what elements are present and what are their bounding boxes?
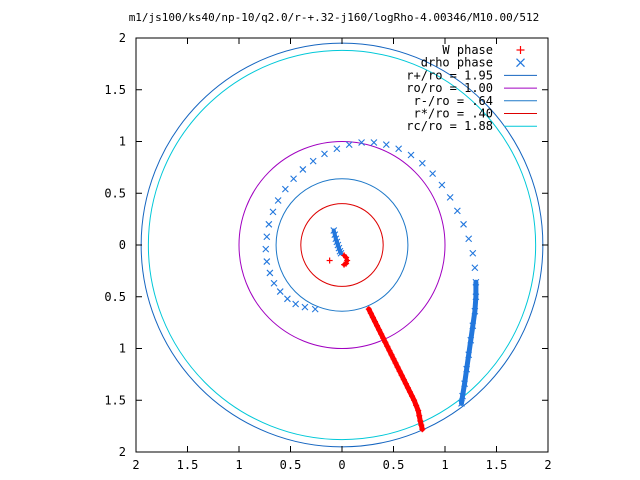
drho-phase-point bbox=[301, 303, 309, 311]
x-tick-label: 1 bbox=[441, 458, 448, 472]
y-tick-label: 0 bbox=[119, 238, 126, 252]
drho-phase-point bbox=[263, 233, 271, 241]
drho-phase-point bbox=[270, 279, 278, 287]
drho-phase-point bbox=[345, 141, 353, 148]
drho-phase-point bbox=[438, 181, 446, 189]
legend-label: r*/ro = .40 bbox=[414, 107, 493, 121]
drho-phase-point bbox=[281, 185, 289, 193]
drho-phase-point bbox=[395, 145, 403, 153]
x-tick-label: 1 bbox=[235, 458, 242, 472]
legend-entry: r*/ro = .40 bbox=[414, 107, 537, 121]
drho-phase-point bbox=[266, 269, 274, 277]
y-tick-label: 1.5 bbox=[104, 393, 126, 407]
circle-roro bbox=[238, 141, 446, 349]
legend-entry: ro/ro = 1.00 bbox=[406, 81, 537, 95]
x-tick-label: 0.5 bbox=[280, 458, 302, 472]
drho-phase-point bbox=[333, 145, 341, 153]
drho-phase-point bbox=[453, 207, 461, 215]
drho-phase-point bbox=[311, 305, 319, 313]
phase-points bbox=[262, 139, 480, 433]
y-tick-label: 1.5 bbox=[104, 83, 126, 97]
legend-label: ro/ro = 1.00 bbox=[406, 81, 493, 95]
drho-phase-point bbox=[418, 159, 426, 167]
legend-x-sample bbox=[516, 58, 525, 68]
chart-title: m1/js100/ks40/np-10/q2.0/r-+.32-j160/log… bbox=[129, 11, 540, 24]
drho-phase-point bbox=[321, 150, 328, 158]
y-tick-label: 2 bbox=[119, 31, 126, 45]
y-tick-label: 0.5 bbox=[104, 290, 126, 304]
drho-phase-point bbox=[290, 175, 297, 183]
legend-label: rc/ro = 1.88 bbox=[406, 119, 493, 133]
circle-rcro bbox=[147, 49, 537, 441]
x-tick-label: 0 bbox=[338, 458, 345, 472]
drho-phase-point bbox=[263, 258, 271, 265]
drho-phase-trail bbox=[458, 279, 479, 406]
legend-entry: r-/ro = .64 bbox=[414, 94, 537, 108]
axis-ticks: 2 1.5 1 0.5 0 0.5 1 1.5 221.510.500.511.52 bbox=[104, 31, 551, 472]
legend-label: r+/ro = 1.95 bbox=[406, 68, 493, 82]
x-tick-label: 2 bbox=[132, 458, 139, 472]
y-tick-label: 0.5 bbox=[104, 186, 126, 200]
y-tick-label: 2 bbox=[119, 445, 126, 459]
drho-phase-point bbox=[358, 139, 365, 146]
drho-phase-point bbox=[382, 141, 390, 148]
x-tick-label: 2 bbox=[544, 458, 551, 472]
legend-entry: rc/ro = 1.88 bbox=[406, 119, 537, 133]
y-tick-label: 1 bbox=[119, 342, 126, 356]
drho-phase-point bbox=[262, 245, 270, 253]
legend-entry: drho phase bbox=[421, 56, 525, 70]
drho-phase-point bbox=[269, 208, 277, 216]
drho-phase-point bbox=[370, 139, 378, 146]
legend-label: drho phase bbox=[421, 56, 493, 70]
legend-entry: r+/ro = 1.95 bbox=[406, 68, 537, 82]
drho-phase-point bbox=[469, 249, 477, 257]
legend-label: r-/ro = .64 bbox=[414, 94, 493, 108]
w-phase-trail bbox=[366, 306, 425, 432]
drho-phase-point bbox=[429, 170, 437, 177]
x-tick-label: 1.5 bbox=[486, 458, 508, 472]
w-phase-core-trail bbox=[342, 253, 350, 267]
drho-phase-point bbox=[407, 151, 415, 159]
y-tick-label: 1 bbox=[119, 135, 126, 149]
x-tick-label: 1.5 bbox=[177, 458, 199, 472]
x-tick-label: 0.5 bbox=[383, 458, 405, 472]
drho-phase-point bbox=[274, 197, 282, 204]
legend-label: W phase bbox=[442, 43, 493, 57]
w-phase-point bbox=[326, 257, 333, 264]
drho-phase-point bbox=[471, 264, 479, 272]
drho-phase-core-trail bbox=[331, 228, 343, 256]
legend-entry: W phase bbox=[442, 43, 525, 57]
drho-phase-point bbox=[465, 235, 473, 243]
circle-r*ro bbox=[300, 203, 384, 287]
drho-phase-point bbox=[265, 220, 273, 228]
drho-phase-point bbox=[284, 295, 291, 303]
drho-phase-point bbox=[446, 194, 454, 201]
drho-phase-point bbox=[309, 157, 317, 165]
drho-phase-point bbox=[276, 288, 284, 295]
drho-phase-point bbox=[292, 300, 300, 308]
drho-phase-point bbox=[299, 166, 307, 173]
circle-r-ro bbox=[275, 178, 409, 312]
drho-phase-point bbox=[460, 220, 467, 228]
